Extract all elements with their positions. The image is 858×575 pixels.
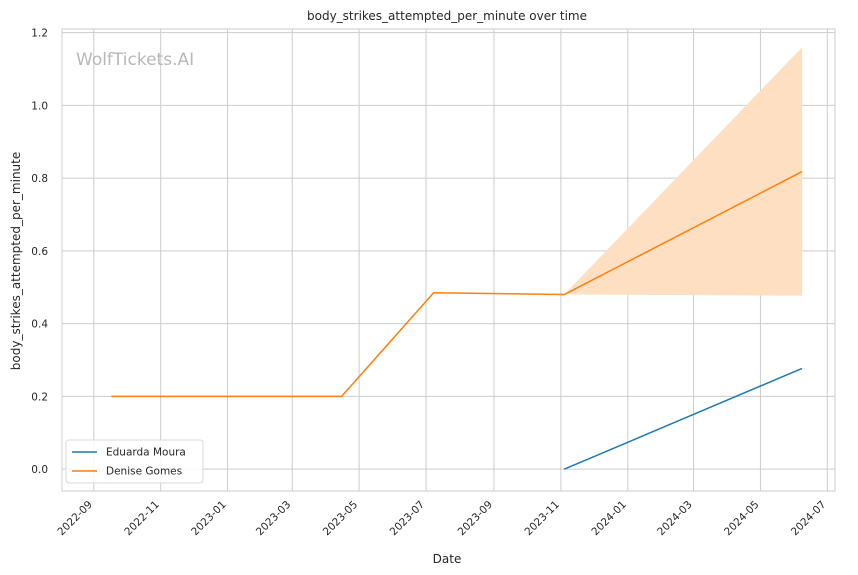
- chart-title: body_strikes_attempted_per_minute over t…: [307, 9, 587, 23]
- y-tick-label: 0.6: [31, 246, 48, 258]
- legend-label: Eduarda Moura: [106, 447, 186, 459]
- y-tick-label: 1.2: [31, 28, 48, 40]
- series-lines: [111, 170, 803, 470]
- y-axis-ticks: 0.0 0.2 0.4 0.6 0.8 1.0 1.2: [31, 28, 48, 477]
- y-tick-label: 0.4: [31, 319, 48, 331]
- y-tick-label: 1.0: [31, 100, 48, 112]
- y-tick-label: 0.8: [31, 173, 48, 185]
- confidence-band: [564, 47, 803, 296]
- legend-label: Denise Gomes: [106, 466, 182, 478]
- y-tick-label: 0.2: [31, 391, 48, 403]
- x-axis-label: Date: [433, 552, 462, 566]
- y-tick-label: 0.0: [31, 464, 48, 476]
- plot-frame: [61, 28, 836, 492]
- legend-box: [65, 439, 204, 484]
- series-line: [111, 170, 803, 398]
- series-line: [563, 367, 803, 470]
- legend: Eduarda Moura Denise Gomes: [65, 439, 204, 484]
- confidence-bands: [564, 47, 803, 296]
- y-axis-label: body_strikes_attempted_per_minute: [9, 152, 23, 370]
- watermark: WolfTickets.AI: [76, 50, 194, 70]
